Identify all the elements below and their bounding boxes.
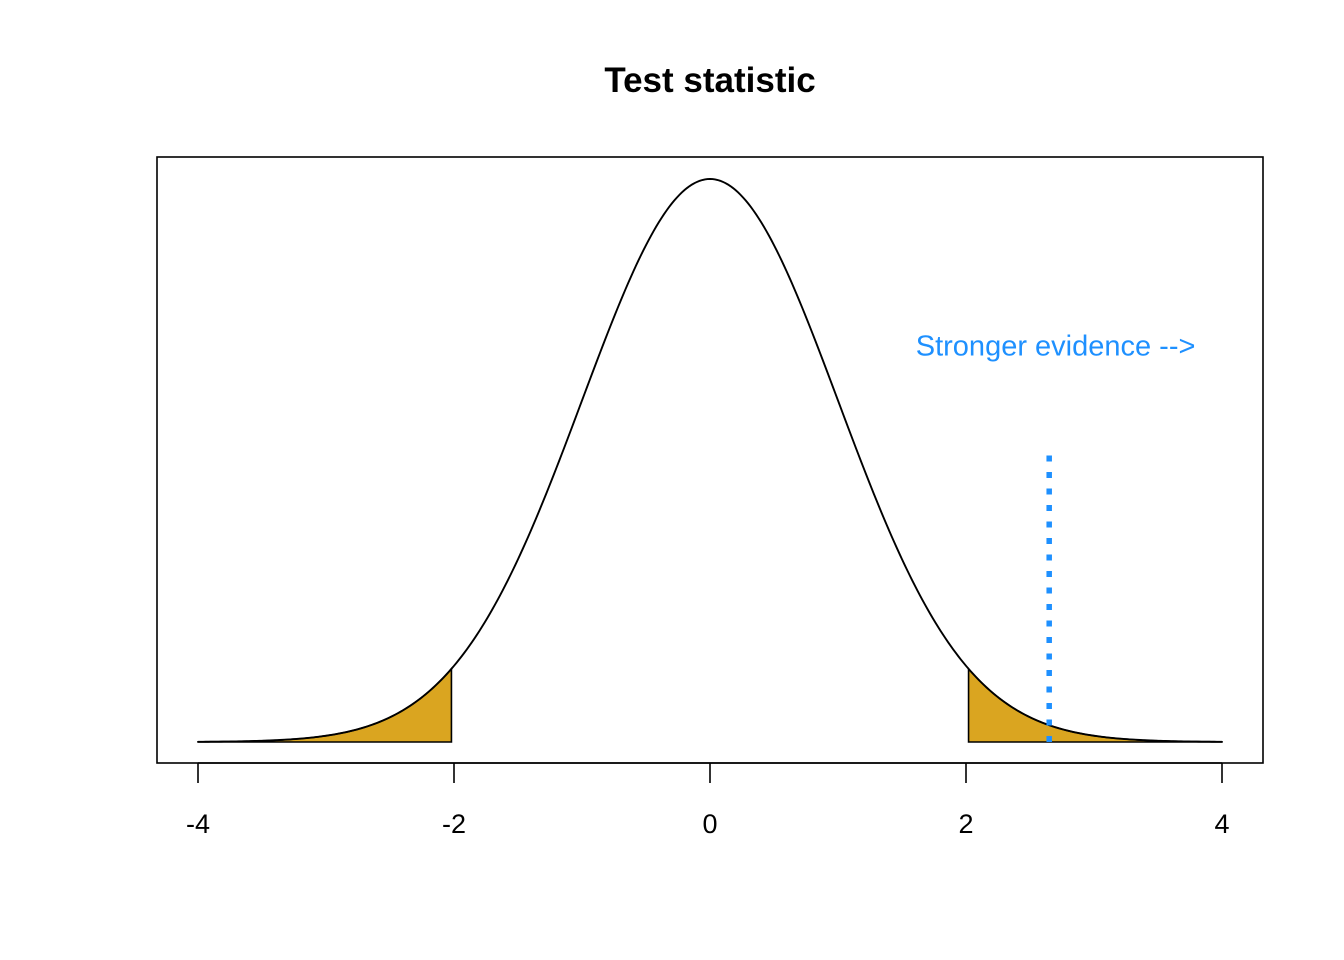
x-tick-label: -2	[442, 809, 466, 839]
annotation-layer: Stronger evidence -->	[916, 330, 1196, 362]
plot-frame	[156, 156, 1264, 764]
x-axis: -4 -2 0 2 4	[186, 762, 1230, 839]
x-tick-label: 0	[702, 809, 717, 839]
shaded-region-right-tail	[967, 666, 1223, 743]
chart-title: Test statistic	[604, 61, 815, 100]
shaded-region-left-tail	[197, 666, 453, 743]
density-curve	[197, 178, 1223, 743]
density-curve-layer	[197, 178, 1223, 743]
x-tick-label: 4	[1214, 809, 1229, 839]
x-tick-label: -4	[186, 809, 210, 839]
x-tick-label: 2	[958, 809, 973, 839]
annotation-stronger-evidence: Stronger evidence -->	[916, 330, 1196, 362]
